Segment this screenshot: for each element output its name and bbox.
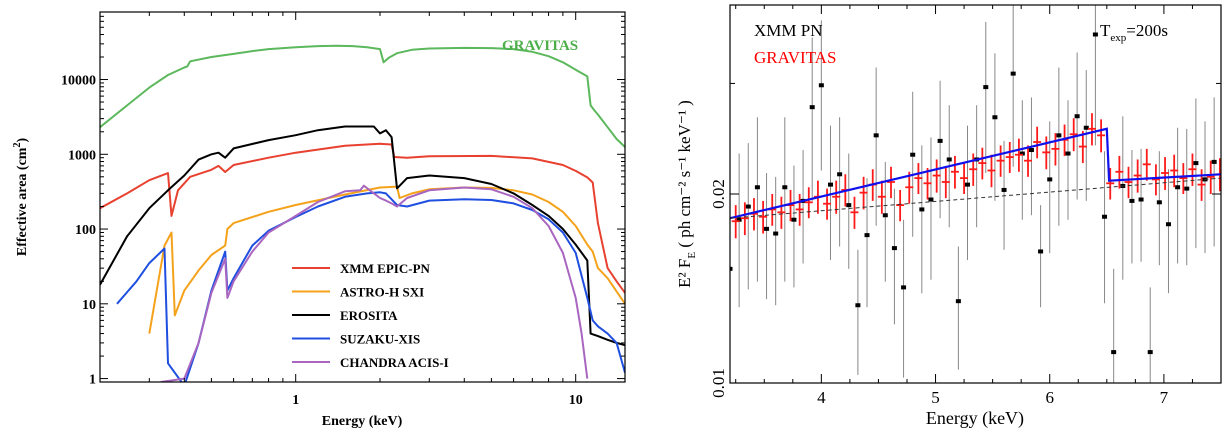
xmm-point-48 [1166,222,1171,226]
right-x-tick-label-0: 4 [817,388,826,407]
xmm-point-14 [855,303,860,307]
xmm-point-21 [919,207,924,211]
right-model-dashed-line [730,178,1221,218]
xmm-point-51 [1193,161,1198,165]
left-y-axis-label: Effective area (cm2) [12,138,30,257]
xmm-point-24 [947,157,952,161]
xmm-point-47 [1157,200,1162,204]
xmm-point-36 [1056,133,1061,137]
left-y-tick-label-3: 1000 [68,148,96,163]
right-annotation-sub: exp [1110,32,1126,44]
xmm-point-33 [1029,148,1034,152]
xmm-point-41 [1102,215,1107,219]
xmm-point-42 [1111,350,1116,354]
xmm-point-30 [1002,188,1007,192]
xmm-point-11 [828,183,833,187]
right-y-tick-label-0: 0.01 [709,368,728,398]
right-x-tick-label-3: 7 [1160,388,1169,407]
right-y-tick-label-1: 0.02 [709,179,728,209]
left-y-tick-label-0: 1 [89,373,96,388]
left-legend-label-3: EROSITA [340,308,398,323]
xmm-point-50 [1184,187,1189,191]
left-x-axis-label: Energy (keV) [322,414,403,429]
left-legend: XMM EPIC-PN ASTRO-H SXI EROSITA SUZAKU-XIS C… [292,261,449,370]
xmm-point-5 [773,232,778,236]
xmm-point-38 [1075,114,1080,118]
xmm-point-19 [901,285,906,289]
xmm-point-34 [1038,249,1043,253]
xmm-point-16 [874,133,879,137]
left-legend-label-2: ASTRO-H SXI [340,285,424,300]
xmm-point-15 [865,233,870,237]
xmm-point-28 [983,85,988,89]
xmm-point-4 [764,227,769,231]
xmm-point-37 [1065,152,1070,156]
left-x-tick-label-0: 1 [292,393,299,408]
xmm-point-31 [1011,72,1016,76]
xmm-point-9 [810,105,815,109]
left-y-axis-label-main: Effective area (cm [15,147,30,256]
xmm-point-25 [956,299,961,303]
right-legend-xmm-pn: XMM PN [754,21,823,40]
xmm-point-18 [892,246,897,250]
xmm-point-17 [883,213,888,217]
left-y-tick-label-2: 100 [75,223,96,238]
right-x-tick-label-1: 5 [931,388,940,407]
xmm-point-29 [992,115,997,119]
right-legend-gravitas: GRAVITAS [754,48,836,67]
xmm-point-26 [965,183,970,187]
right-annotation-texp: Texp=200s [1100,21,1168,44]
xmm-point-3 [755,185,760,189]
right-x-tick-label-2: 6 [1045,388,1054,407]
left-legend-label-4: SUZAKU-XIS [340,332,420,347]
right-x-axis-label: Energy (keV) [926,408,1024,429]
xmm-point-20 [910,153,915,157]
right-y-axis-label: E² FE ( ph cm⁻² s⁻¹ keV⁻¹ ) [675,100,698,288]
left-legend-label-1: XMM EPIC-PN [340,261,431,276]
xmm-point-45 [1139,198,1144,202]
spectrum-chart: 4 5 6 7 0.01 0.02 XMM PN GRAVITAS Texp=200s E… [675,0,1223,429]
left-y-axis-label-end: ) [15,138,30,143]
right-y-axis-label-main: E² F [675,259,694,288]
right-annotation-prefix: T [1100,21,1111,40]
xmm-point-12 [837,172,842,176]
xmm-point-40 [1093,32,1098,36]
xmm-point-13 [846,203,851,207]
xmm-point-6 [782,185,787,189]
xmm-point-53 [1212,160,1217,164]
effective-area-chart: 1 10 1 10 100 1000 10000 GRAVITAS Energy (keV)… [12,12,625,429]
left-y-tick-label-1: 10 [82,298,96,313]
xmm-point-35 [1047,177,1052,181]
xmm-point-49 [1175,185,1180,189]
left-annotation-gravitas: GRAVITAS [502,38,578,54]
left-plot-frame [100,12,625,382]
xmm-point-2 [746,205,751,209]
xmm-point-22 [928,198,933,202]
xmm-point-46 [1148,350,1153,354]
xmm-point-10 [819,83,824,87]
xmm-point-23 [938,139,943,143]
left-series-line-0 [100,46,625,147]
left-legend-label-5: CHANDRA ACIS-I [340,355,449,370]
right-annotation-suffix: =200s [1126,21,1168,40]
right-y-axis-label-unit: ( ph cm⁻² s⁻¹ keV⁻¹ ) [675,100,694,252]
left-x-tick-label-1: 10 [569,393,583,408]
xmm-point-44 [1129,199,1134,203]
xmm-point-7 [791,218,796,222]
left-y-tick-label-4: 10000 [61,74,96,89]
